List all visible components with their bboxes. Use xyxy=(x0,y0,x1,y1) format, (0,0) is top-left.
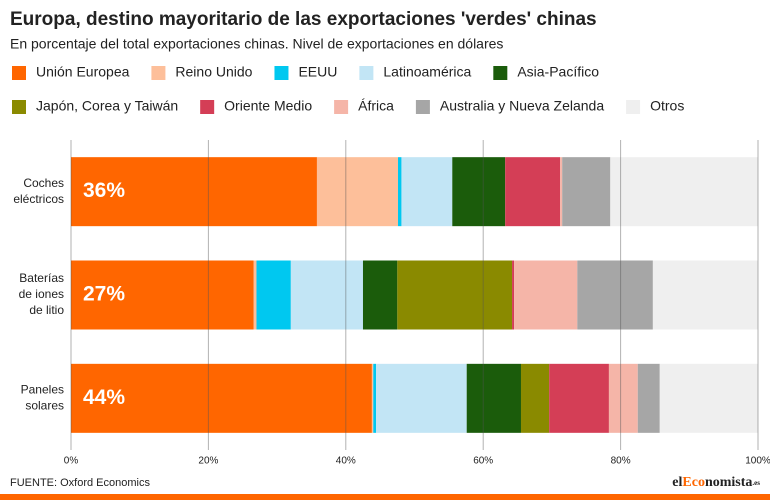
bar-segment xyxy=(316,157,399,227)
y-tick-label: eléctricos xyxy=(13,192,64,206)
y-tick-label: Coches xyxy=(23,176,64,190)
footer-bar xyxy=(0,494,770,500)
bar-segment xyxy=(505,157,561,227)
bar-segment xyxy=(373,363,377,433)
legend-label: Otros xyxy=(650,98,684,114)
legend-swatch xyxy=(151,66,166,80)
bar-segment xyxy=(652,260,758,330)
legend-swatch xyxy=(626,100,641,114)
bar-segment xyxy=(514,260,578,330)
bar-segment xyxy=(397,260,513,330)
legend-label: Australia y Nueva Zelanda xyxy=(440,98,604,114)
legend-swatch xyxy=(334,100,349,114)
chart-subtitle: En porcentaje del total exportaciones ch… xyxy=(10,36,503,52)
logo-part: el xyxy=(672,475,682,490)
y-tick-label: de iones xyxy=(19,287,64,301)
x-tick-label: 80% xyxy=(611,456,631,467)
x-tick-label: 0% xyxy=(64,456,79,467)
bar-segment xyxy=(610,157,758,227)
legend-label: Oriente Medio xyxy=(224,98,312,114)
legend-swatch xyxy=(274,66,289,80)
bar-segment xyxy=(253,260,257,330)
bar-segment xyxy=(560,157,563,227)
bar-segment xyxy=(376,363,467,433)
data-label: 36% xyxy=(83,179,125,202)
bar-segment xyxy=(401,157,453,227)
bar-segment xyxy=(71,157,317,227)
legend-label: Latinoamérica xyxy=(383,64,471,80)
x-tick-label: 100% xyxy=(745,456,770,467)
legend-label: Unión Europea xyxy=(36,64,130,80)
data-label: 27% xyxy=(83,283,125,306)
bar-segment xyxy=(549,363,609,433)
legend-swatch xyxy=(12,66,26,80)
bar-segment xyxy=(362,260,398,330)
bar-segment xyxy=(512,260,515,330)
bar-segment xyxy=(71,260,254,330)
legend-label: África xyxy=(358,98,394,114)
chart-title: Europa, destino mayoritario de las expor… xyxy=(10,9,597,30)
legend-swatch xyxy=(12,100,26,114)
bar-segment xyxy=(608,363,638,433)
logo-part: Eco xyxy=(682,475,705,490)
bar-segment xyxy=(562,157,611,227)
logo: elEconomista.es xyxy=(672,475,760,490)
x-tick-label: 60% xyxy=(473,456,493,467)
bar-segment xyxy=(659,363,758,433)
bar-segment xyxy=(520,363,550,433)
y-tick-label: Paneles xyxy=(21,383,64,397)
logo-part: nomista xyxy=(705,475,752,490)
legend-swatch xyxy=(493,66,508,80)
source: FUENTE: Oxford Economics xyxy=(10,477,150,489)
y-tick-label: solares xyxy=(25,399,64,413)
bar-segment xyxy=(637,363,660,433)
y-tick-label: de litio xyxy=(29,303,64,317)
bar-segment xyxy=(577,260,653,330)
x-tick-label: 20% xyxy=(198,456,218,467)
bar-segment xyxy=(256,260,291,330)
data-label: 44% xyxy=(83,386,125,409)
logo-part: .es xyxy=(752,479,760,487)
bar-segment xyxy=(452,157,506,227)
legend-label: Reino Unido xyxy=(175,64,252,80)
legend-label: Japón, Corea y Taiwán xyxy=(36,98,178,114)
bar-segment xyxy=(466,363,521,433)
x-tick-label: 40% xyxy=(336,456,356,467)
bar-segment xyxy=(290,260,363,330)
y-tick-label: Baterías xyxy=(19,271,64,285)
legend-swatch xyxy=(359,66,374,80)
bar-segment xyxy=(371,363,374,433)
legend-label: EEUU xyxy=(298,64,337,80)
legend-label: Asia-Pacífico xyxy=(517,64,599,80)
bar-segment xyxy=(398,157,402,227)
bar-segment xyxy=(71,363,372,433)
legend-swatch xyxy=(415,100,430,114)
legend-swatch xyxy=(200,100,215,114)
